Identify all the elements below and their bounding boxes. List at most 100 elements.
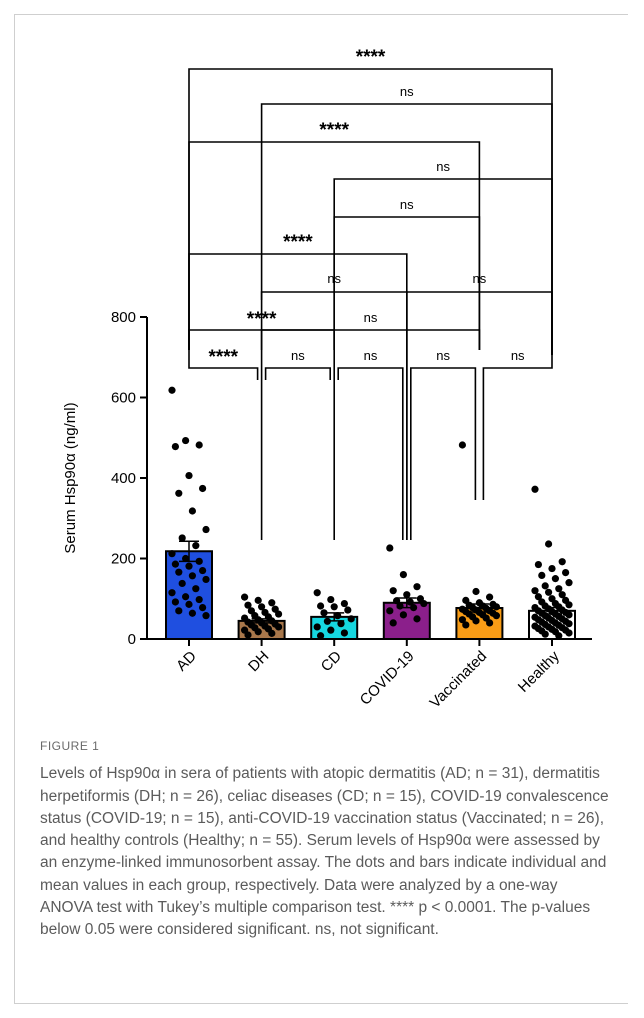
figure-caption: FIGURE 1 Levels of Hsp90α in sera of pat… — [40, 735, 610, 942]
data-point — [188, 507, 196, 515]
significance-label: **** — [209, 347, 239, 368]
data-point — [195, 441, 203, 449]
data-point — [195, 557, 203, 565]
data-point — [565, 620, 573, 628]
data-point — [472, 587, 480, 596]
data-point — [195, 595, 203, 604]
x-tick-label: COVID-19 — [357, 648, 418, 709]
data-point — [344, 606, 352, 614]
significance-label: **** — [283, 232, 313, 253]
significance-bracket — [333, 178, 553, 355]
significance-bracket — [188, 350, 259, 380]
data-point — [340, 599, 348, 608]
data-point — [562, 568, 570, 577]
data-point — [531, 485, 539, 493]
significance-label: ns — [364, 348, 378, 363]
data-point — [254, 596, 262, 604]
data-point — [410, 604, 418, 612]
data-point — [323, 617, 331, 625]
data-point — [178, 579, 186, 588]
data-point — [171, 443, 179, 451]
significance-bracket — [264, 367, 331, 380]
data-point — [492, 612, 500, 620]
data-point — [182, 436, 190, 445]
significance-label: ns — [364, 310, 378, 325]
data-point — [399, 611, 407, 619]
data-point — [334, 612, 342, 620]
data-point — [558, 558, 566, 566]
data-point — [545, 540, 553, 548]
x-tick-label: AD — [173, 648, 200, 675]
data-point — [275, 623, 283, 631]
data-point — [555, 585, 563, 593]
data-point — [185, 600, 193, 608]
significance-label: ns — [400, 197, 414, 212]
significance-bracket — [482, 355, 553, 500]
data-point — [268, 629, 276, 637]
significance-label: ns — [473, 271, 487, 286]
data-point — [340, 629, 348, 637]
data-point — [472, 617, 480, 625]
x-tick-label: DH — [245, 648, 272, 675]
data-point — [275, 610, 283, 618]
data-point — [541, 582, 549, 590]
data-point — [545, 588, 553, 596]
data-point — [320, 609, 328, 617]
data-point — [192, 585, 200, 593]
significance-bracket — [333, 216, 481, 350]
data-point — [386, 607, 394, 615]
data-point — [393, 597, 401, 605]
data-point — [268, 599, 276, 607]
significance-label: ns — [436, 159, 450, 174]
data-point — [175, 568, 183, 576]
data-point — [185, 562, 193, 570]
data-point — [188, 572, 196, 580]
data-point — [182, 593, 190, 601]
data-point — [185, 471, 193, 480]
data-point — [565, 611, 573, 619]
x-tick-label: Vaccinated — [427, 648, 491, 712]
data-point — [531, 587, 539, 595]
data-point — [330, 603, 338, 611]
data-point — [389, 619, 397, 627]
data-point — [558, 591, 566, 599]
data-point — [458, 616, 466, 624]
data-point — [462, 621, 470, 629]
data-point — [538, 571, 546, 580]
data-point — [327, 626, 335, 634]
y-tick-label: 400 — [111, 470, 136, 487]
data-point — [202, 525, 210, 534]
data-point — [168, 550, 176, 558]
data-point — [313, 623, 321, 631]
data-point — [199, 566, 207, 575]
data-point — [486, 593, 494, 601]
data-point — [178, 534, 186, 542]
significance-bracket — [188, 253, 408, 540]
data-point — [565, 579, 573, 587]
data-point — [386, 544, 394, 552]
data-point — [175, 607, 183, 615]
significance-label: **** — [356, 47, 386, 68]
significance-bracket — [337, 367, 404, 540]
data-point — [396, 602, 404, 610]
data-point — [202, 575, 210, 584]
data-point — [188, 609, 196, 617]
y-tick-label: 0 — [128, 631, 136, 648]
data-point — [555, 632, 563, 640]
data-point — [317, 602, 325, 610]
x-tick-label: CD — [318, 648, 345, 675]
data-point — [541, 630, 549, 638]
x-tick-label: Healthy — [515, 647, 563, 695]
figure-label: FIGURE 1 — [40, 739, 100, 753]
significance-label: ns — [291, 348, 305, 363]
data-point — [486, 619, 494, 627]
data-point — [241, 593, 249, 601]
data-point — [458, 441, 466, 449]
data-point — [317, 632, 325, 640]
data-point — [565, 629, 573, 637]
data-point — [534, 560, 543, 569]
data-point — [413, 615, 421, 623]
data-point — [399, 571, 407, 579]
data-point — [258, 603, 266, 611]
y-tick-label: 600 — [111, 390, 136, 407]
